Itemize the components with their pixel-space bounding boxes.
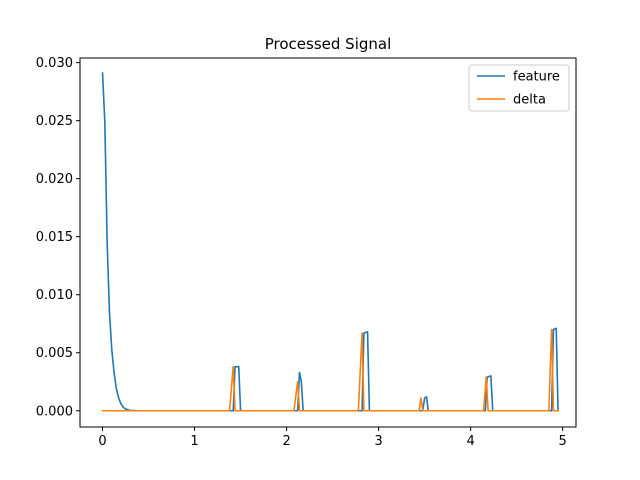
y-tick-label: 0.030 xyxy=(36,56,73,71)
y-tick-label: 0.000 xyxy=(36,404,73,419)
x-tick-label: 0 xyxy=(98,434,106,449)
x-tick-label: 1 xyxy=(190,434,198,449)
axes-frame xyxy=(79,57,577,428)
y-tick-label: 0.015 xyxy=(36,230,73,245)
x-tick-label: 5 xyxy=(559,434,567,449)
y-tick-label: 0.010 xyxy=(36,288,73,303)
legend: feature delta xyxy=(468,64,570,112)
y-tick-label: 0.020 xyxy=(36,172,73,187)
y-tick-label: 0.005 xyxy=(36,346,73,361)
legend-label-feature: feature xyxy=(513,70,560,85)
y-tick-label: 0.025 xyxy=(36,114,73,129)
x-tick-label: 4 xyxy=(466,434,474,449)
x-tick-label: 2 xyxy=(282,434,290,449)
legend-label-delta: delta xyxy=(513,93,546,108)
chart-title: Processed Signal xyxy=(265,35,392,53)
x-tick-label: 3 xyxy=(374,434,382,449)
axes: 0 1 2 3 4 5 0.000 0.005 0.010 0.015 0.020 0.025 0.03… xyxy=(36,56,577,449)
plot-area xyxy=(101,72,559,412)
series-line-delta xyxy=(101,328,559,412)
